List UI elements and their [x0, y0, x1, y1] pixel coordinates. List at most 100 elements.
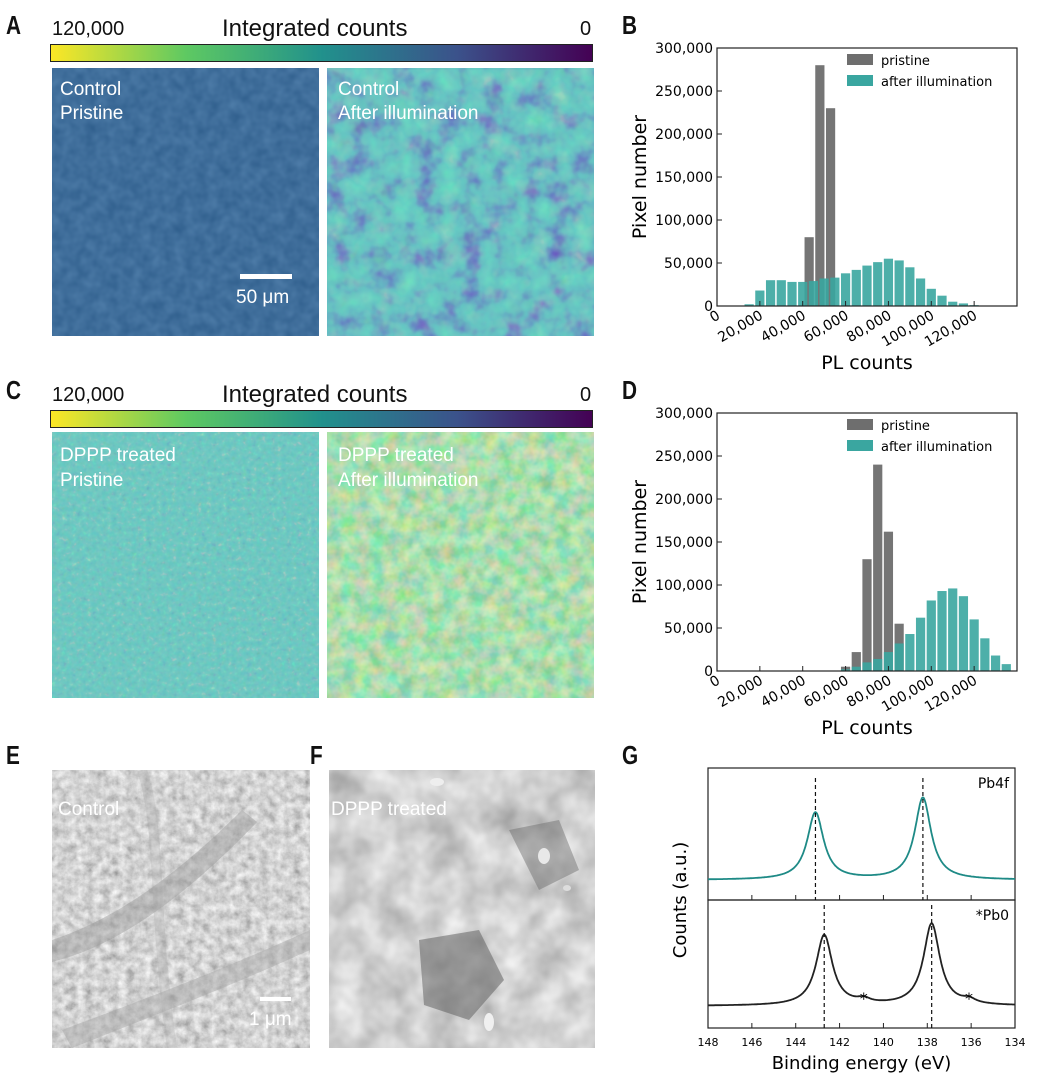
colorbar-c-min: 0 [580, 384, 592, 406]
top-subplot-frame [707, 767, 1016, 901]
colorbar-c-max: 120,000 [52, 384, 125, 406]
x-tick-label: 40,000 [758, 308, 808, 346]
y-tick-label: 50,000 [664, 256, 713, 272]
legend-entry: after illumination [881, 440, 992, 455]
histogram-d: 0 50,000 100,000 150,000 200,000 250,000 300,0… [629, 406, 1018, 735]
bar-after-illumination [798, 281, 808, 306]
panel-letter-e: E [6, 740, 20, 770]
bar-after-illumination [862, 662, 872, 671]
image-label-line1: Control [60, 79, 122, 100]
pb0-curve [708, 922, 1016, 1007]
x-axis-label: PL counts [821, 352, 913, 370]
bar-after-illumination [948, 301, 958, 306]
y-tick-label: 100,000 [655, 213, 713, 229]
bar-after-illumination [905, 634, 915, 671]
bar-after-illumination [937, 295, 947, 306]
bar-after-illumination [915, 617, 926, 671]
image-label-line2: After illumination [338, 470, 479, 491]
bar-after-illumination [926, 288, 936, 306]
asterisk-marker: * [965, 989, 973, 1008]
x-tick-label: 0 [707, 308, 723, 326]
scale-bar-label: 1 μm [249, 1009, 292, 1030]
image-label-line1: DPPP treated [338, 445, 454, 466]
image-label-line1: Control [338, 79, 400, 100]
bar-pristine [825, 108, 836, 306]
x-tick-label: 60,000 [801, 673, 851, 711]
y-tick-label: 0 [704, 299, 713, 315]
legend-swatch [847, 75, 873, 86]
bar-after-illumination [915, 278, 926, 306]
colorbar-c [50, 410, 593, 428]
bar-after-illumination [969, 619, 979, 671]
bar-after-illumination [873, 658, 883, 671]
colorbar-a-title: Integrated counts [222, 15, 408, 42]
y-axis-label: Pixel number [629, 115, 651, 239]
x-tick-label: 40,000 [758, 673, 808, 711]
y-axis-label: Counts (a.u.) [670, 842, 691, 958]
scale-bar-label: 50 μm [236, 287, 290, 308]
colorbar-a-max: 120,000 [52, 18, 125, 40]
colorbar-c-title: Integrated counts [222, 381, 408, 408]
bar-after-illumination [894, 260, 904, 306]
bar-after-illumination [862, 265, 872, 306]
panel-letter-a: A [6, 10, 22, 40]
y-tick-label: 50,000 [664, 621, 713, 637]
x-tick-label: 134 [1005, 1036, 1026, 1049]
bar-after-illumination [851, 666, 861, 671]
bottom-subplot-frame [707, 899, 1016, 1029]
panel-letter-f: F [310, 740, 323, 770]
panel-letter-b: B [622, 10, 638, 40]
x-tick-label: 136 [961, 1036, 982, 1049]
pl-map-dppp-after: DPPP treated After illumination [327, 432, 594, 698]
pl-map-control-after: Control After illumination [327, 68, 594, 336]
x-tick-label: 142 [829, 1036, 850, 1049]
bar-after-illumination [883, 652, 894, 671]
panel-letter-d: D [622, 375, 638, 405]
y-tick-label: 200,000 [655, 127, 713, 143]
x-tick-label: 148 [698, 1036, 719, 1049]
scale-bar [240, 274, 292, 279]
bar-after-illumination [948, 588, 958, 671]
image-label-line2: Pristine [60, 470, 124, 491]
bar-after-illumination [776, 280, 786, 306]
x-tick-label: 140 [873, 1036, 894, 1049]
x-axis-label: PL counts [821, 717, 913, 735]
x-tick-label: 144 [785, 1036, 806, 1049]
colorbar-a [50, 44, 593, 62]
x-tick-label: 20,000 [715, 308, 765, 346]
sem-label-control: Control [58, 799, 120, 820]
y-tick-label: 0 [704, 664, 713, 680]
y-tick-label: 150,000 [655, 535, 713, 551]
bar-after-illumination [819, 278, 829, 306]
x-tick-label: 20,000 [715, 673, 765, 711]
x-tick-label: 138 [917, 1036, 938, 1049]
y-tick-label: 250,000 [655, 84, 713, 100]
legend-entry: pristine [881, 54, 930, 69]
x-axis-label: Binding energy (eV) [772, 1053, 952, 1074]
y-tick-label: 150,000 [655, 170, 713, 186]
bar-pristine [862, 559, 872, 671]
bar-after-illumination [840, 273, 851, 306]
legend-entry: pristine [881, 419, 930, 434]
bar-after-illumination [958, 303, 969, 306]
asterisk-marker: * [860, 989, 868, 1008]
y-tick-label: 100,000 [655, 578, 713, 594]
legend-swatch [847, 440, 873, 451]
bar-after-illumination [765, 280, 776, 306]
bar-after-illumination [905, 267, 915, 306]
bar-after-illumination [980, 638, 990, 671]
bar-after-illumination [744, 304, 754, 306]
panel-letter-g: G [622, 740, 639, 770]
pb4f-curve [708, 796, 1015, 881]
bar-after-illumination [990, 655, 1001, 671]
bar-pristine [815, 65, 825, 306]
image-label-line2: After illumination [338, 103, 479, 124]
bar-pristine [804, 237, 814, 306]
xps-spectrum-g: * * Pb4f *Pb0 148 146 144 142 140 138 136 134 Bindin… [670, 767, 1026, 1074]
bar-pristine [883, 531, 894, 671]
x-tick-label: 146 [741, 1036, 762, 1049]
bar-after-illumination [958, 596, 969, 671]
y-tick-label: 250,000 [655, 449, 713, 465]
histogram-b: 0 50,000 100,000 150,000 200,000 250,000 300,0… [629, 41, 1018, 370]
x-tick-label: 0 [707, 673, 723, 691]
